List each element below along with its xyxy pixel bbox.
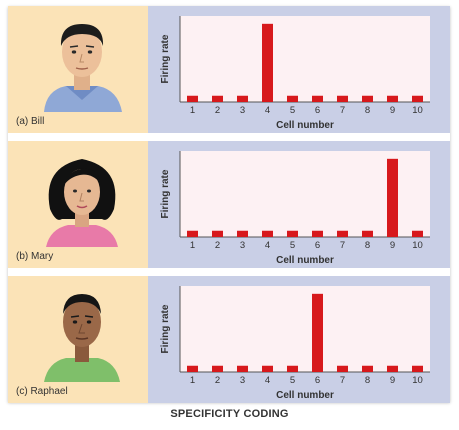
bar-cell-4	[262, 365, 273, 372]
panel-row-bill: (a) Bill Firing rate 1 2 3 4 5 6 7 8 9 10 Cell numb…	[8, 6, 450, 133]
x-tick-label: 4	[265, 375, 270, 386]
bar-cell-5	[287, 365, 298, 372]
panel-row-raphael: (c) Raphael Firing rate 1 2 3 4 5 6 7 8 9 10 Cell n…	[8, 276, 450, 403]
x-tick-label: 3	[240, 240, 245, 251]
x-tick-label: 2	[215, 105, 220, 116]
x-tick-label: 10	[412, 375, 423, 386]
person-label-bill: (a) Bill	[16, 116, 45, 127]
bar-cell-7	[337, 230, 348, 237]
person-label-raphael: (c) Raphael	[16, 386, 68, 397]
bar-cell-6	[312, 293, 323, 372]
bar-cell-5	[287, 95, 298, 102]
x-tick-label: 1	[190, 105, 195, 116]
plot-area	[180, 16, 430, 102]
bar-cell-4	[262, 23, 273, 102]
y-axis-label: Firing rate	[160, 34, 171, 83]
bar-cell-4	[262, 230, 273, 237]
x-tick-label: 4	[265, 105, 270, 116]
x-tick-label: 5	[290, 375, 295, 386]
x-tick-label: 7	[340, 375, 345, 386]
bar-cell-10	[412, 95, 423, 102]
mary-portrait-icon	[46, 159, 118, 247]
x-tick-label: 8	[365, 105, 370, 116]
firing-rate-chart-bill: Firing rate 1 2 3 4 5 6 7 8 9 10 Cell number	[160, 16, 430, 131]
firing-rate-chart-mary: Firing rate 1 2 3 4 5 6 7 8 9 10 Cell number	[160, 151, 430, 266]
x-tick-label: 2	[215, 240, 220, 251]
x-tick-label: 10	[412, 240, 423, 251]
x-tick-label: 7	[340, 240, 345, 251]
bar-cell-9	[387, 95, 398, 102]
bar-cell-3	[237, 230, 248, 237]
bar-cell-7	[337, 95, 348, 102]
x-tick-label: 6	[315, 240, 320, 251]
bar-cell-6	[312, 230, 323, 237]
x-axis-label: Cell number	[276, 255, 334, 266]
bar-cell-2	[212, 230, 223, 237]
x-tick-label: 9	[390, 375, 395, 386]
bar-cell-2	[212, 95, 223, 102]
raphael-portrait-icon	[44, 294, 120, 382]
x-tick-label: 2	[215, 375, 220, 386]
bar-cell-5	[287, 230, 298, 237]
bar-cell-7	[337, 365, 348, 372]
person-label-mary: (b) Mary	[16, 251, 54, 262]
x-tick-label: 4	[265, 240, 270, 251]
bar-cell-3	[237, 95, 248, 102]
x-tick-label: 9	[390, 240, 395, 251]
bar-cell-10	[412, 230, 423, 237]
portrait-panel-bill: (a) Bill	[8, 6, 148, 133]
x-tick-label: 3	[240, 375, 245, 386]
bar-cell-1	[187, 95, 198, 102]
bar-cell-8	[362, 95, 373, 102]
figure-title: SPECIFICITY CODING	[170, 408, 289, 420]
x-tick-label: 6	[315, 375, 320, 386]
x-tick-label: 8	[365, 240, 370, 251]
bar-cell-8	[362, 365, 373, 372]
x-tick-label: 5	[290, 240, 295, 251]
bar-cell-6	[312, 95, 323, 102]
chart-panel-mary: Firing rate 1 2 3 4 5 6 7 8 9 10 Cell number	[148, 141, 450, 268]
bill-portrait-icon	[44, 24, 122, 112]
x-tick-label: 6	[315, 105, 320, 116]
x-tick-label: 7	[340, 105, 345, 116]
bar-cell-9	[387, 158, 398, 237]
y-axis-label: Firing rate	[160, 169, 171, 218]
bar-cell-1	[187, 230, 198, 237]
x-tick-label: 3	[240, 105, 245, 116]
y-axis-label: Firing rate	[160, 304, 171, 353]
bar-cell-9	[387, 365, 398, 372]
bar-cell-10	[412, 365, 423, 372]
chart-panel-raphael: Firing rate 1 2 3 4 5 6 7 8 9 10 Cell number	[148, 276, 450, 403]
x-tick-label: 1	[190, 375, 195, 386]
x-tick-label: 5	[290, 105, 295, 116]
portrait-panel-mary: (b) Mary	[8, 141, 148, 268]
bar-cell-1	[187, 365, 198, 372]
x-axis-label: Cell number	[276, 390, 334, 401]
plot-area	[180, 286, 430, 372]
panel-row-mary: (b) Mary Firing rate 1 2 3 4 5 6 7 8 9 10 Cell numb…	[8, 141, 450, 268]
bar-cell-3	[237, 365, 248, 372]
bar-cell-8	[362, 230, 373, 237]
x-tick-label: 10	[412, 105, 423, 116]
firing-rate-chart-raphael: Firing rate 1 2 3 4 5 6 7 8 9 10 Cell number	[160, 286, 430, 401]
x-axis-label: Cell number	[276, 120, 334, 131]
specificity-coding-figure: (a) Bill Firing rate 1 2 3 4 5 6 7 8 9 10 Cell numb…	[8, 6, 450, 403]
portrait-panel-raphael: (c) Raphael	[8, 276, 148, 403]
x-tick-label: 1	[190, 240, 195, 251]
chart-panel-bill: Firing rate 1 2 3 4 5 6 7 8 9 10 Cell number	[148, 6, 450, 133]
bar-cell-2	[212, 365, 223, 372]
x-tick-label: 8	[365, 375, 370, 386]
x-tick-label: 9	[390, 105, 395, 116]
